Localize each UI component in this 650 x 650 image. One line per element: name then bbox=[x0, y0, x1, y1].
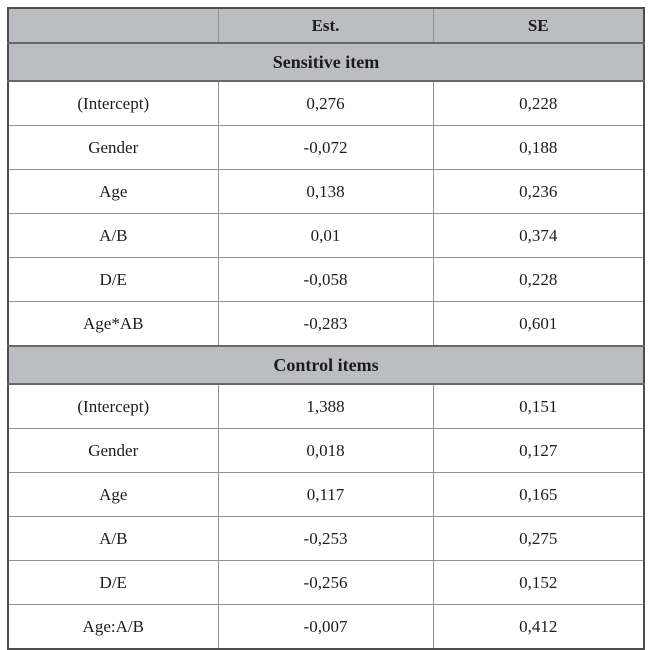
se-cell: 0,127 bbox=[432, 428, 645, 473]
row-label: D/E bbox=[7, 257, 219, 302]
table-row: Gender -0,072 0,188 bbox=[7, 125, 645, 170]
table-row: Gender 0,018 0,127 bbox=[7, 428, 645, 473]
est-cell: -0,058 bbox=[217, 257, 434, 302]
table-row: A/B 0,01 0,374 bbox=[7, 213, 645, 258]
table-row: D/E -0,058 0,228 bbox=[7, 257, 645, 302]
se-cell: 0,374 bbox=[432, 213, 645, 258]
table-row: Age:A/B -0,007 0,412 bbox=[7, 604, 645, 650]
table-row: Age 0,138 0,236 bbox=[7, 169, 645, 214]
row-label: Age:A/B bbox=[7, 604, 219, 650]
row-label: Age*AB bbox=[7, 301, 219, 347]
regression-table: Est. SE Sensitive item (Intercept) 0,276… bbox=[7, 7, 645, 650]
column-header-empty bbox=[7, 7, 219, 44]
est-cell: 1,388 bbox=[217, 383, 434, 429]
row-label: Age bbox=[7, 472, 219, 517]
est-cell: -0,007 bbox=[217, 604, 434, 650]
est-cell: -0,253 bbox=[217, 516, 434, 561]
row-label: Gender bbox=[7, 125, 219, 170]
se-cell: 0,228 bbox=[432, 257, 645, 302]
est-cell: 0,01 bbox=[217, 213, 434, 258]
section-header-row-control: Control items bbox=[7, 345, 645, 385]
column-header-row: Est. SE bbox=[7, 7, 645, 44]
se-cell: 0,601 bbox=[432, 301, 645, 347]
regression-table-container: Est. SE Sensitive item (Intercept) 0,276… bbox=[7, 7, 645, 650]
est-cell: 0,276 bbox=[217, 80, 434, 126]
section-header-row-sensitive: Sensitive item bbox=[7, 42, 645, 82]
se-cell: 0,412 bbox=[432, 604, 645, 650]
row-label: D/E bbox=[7, 560, 219, 605]
column-header-est: Est. bbox=[217, 7, 434, 44]
table-row: D/E -0,256 0,152 bbox=[7, 560, 645, 605]
row-label: Gender bbox=[7, 428, 219, 473]
row-label: (Intercept) bbox=[7, 80, 219, 126]
table-row: Age*AB -0,283 0,601 bbox=[7, 301, 645, 347]
se-cell: 0,151 bbox=[432, 383, 645, 429]
table-row: (Intercept) 0,276 0,228 bbox=[7, 80, 645, 126]
table-row: A/B -0,253 0,275 bbox=[7, 516, 645, 561]
se-cell: 0,236 bbox=[432, 169, 645, 214]
est-cell: 0,018 bbox=[217, 428, 434, 473]
se-cell: 0,228 bbox=[432, 80, 645, 126]
est-cell: 0,117 bbox=[217, 472, 434, 517]
est-cell: -0,256 bbox=[217, 560, 434, 605]
table-row: (Intercept) 1,388 0,151 bbox=[7, 383, 645, 429]
row-label: A/B bbox=[7, 213, 219, 258]
column-header-se: SE bbox=[432, 7, 645, 44]
row-label: A/B bbox=[7, 516, 219, 561]
row-label: (Intercept) bbox=[7, 383, 219, 429]
est-cell: -0,283 bbox=[217, 301, 434, 347]
section-title-sensitive: Sensitive item bbox=[7, 42, 645, 82]
est-cell: -0,072 bbox=[217, 125, 434, 170]
est-cell: 0,138 bbox=[217, 169, 434, 214]
row-label: Age bbox=[7, 169, 219, 214]
se-cell: 0,275 bbox=[432, 516, 645, 561]
section-title-control: Control items bbox=[7, 345, 645, 385]
se-cell: 0,165 bbox=[432, 472, 645, 517]
table-row: Age 0,117 0,165 bbox=[7, 472, 645, 517]
se-cell: 0,152 bbox=[432, 560, 645, 605]
se-cell: 0,188 bbox=[432, 125, 645, 170]
